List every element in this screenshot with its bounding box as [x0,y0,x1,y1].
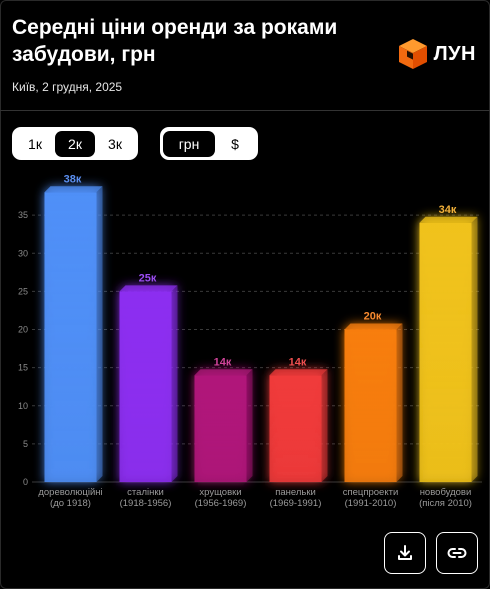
x-tick-label: спецпроекти [343,487,399,498]
link-icon [447,548,467,558]
rooms-toggle: 1к 2к 3к [12,127,138,160]
y-tick-label: 0 [23,477,28,487]
lun-logo: ЛУН [398,38,476,70]
cube-icon [398,39,427,69]
grid-lines [32,214,482,483]
rooms-option-3k[interactable]: 3к [108,135,122,152]
x-tick-label: панельки [275,487,316,498]
y-tick-label: 20 [18,325,28,335]
currency-option-usd[interactable]: $ [231,135,239,152]
data-label: 34к [439,204,457,216]
currency-option-uah[interactable]: грн [163,130,215,157]
x-tick-label: (1918-1956) [120,498,172,509]
header-divider [0,110,490,111]
bar [44,186,103,482]
data-label: 20к [364,311,382,323]
bar [119,285,178,482]
x-tick-label: (до 1918) [50,498,91,509]
x-axis-labels: дореволюційні(до 1918) сталінки(1918-1956… [38,487,472,509]
data-labels: 38к 25к 14к 14к 20к 34к [64,173,457,368]
x-tick-label: (1956-1969) [195,498,247,509]
bar-chart: 0 5 10 15 20 25 30 35 38к 25к 14к 14к 20к 34к дорево… [18,173,482,509]
bar [419,216,478,482]
y-axis-ticks: 0 5 10 15 20 25 30 35 [18,210,28,487]
rooms-option-1k[interactable]: 1к [28,135,42,152]
bars [44,186,478,482]
x-tick-label: сталінки [127,487,164,498]
x-tick-label: (1991-2010) [345,498,397,509]
data-label: 25к [139,272,157,284]
rooms-option-2k[interactable]: 2к [55,130,95,157]
y-tick-label: 25 [18,286,28,296]
y-tick-label: 5 [23,439,28,449]
page-title: Середні ціни оренди за роками забудови, … [12,16,338,66]
download-icon [398,545,412,560]
x-tick-label: новобудови [420,487,472,498]
bar [269,369,328,482]
x-tick-label: (1969-1991) [270,498,322,509]
x-tick-label: дореволюційні [38,487,102,498]
y-tick-label: 30 [18,248,28,258]
y-tick-label: 15 [18,363,28,373]
currency-toggle: грн $ [160,127,258,160]
download-button[interactable] [384,532,426,574]
x-tick-label: хрущовки [199,487,241,498]
bar [194,369,253,482]
y-tick-label: 35 [18,210,28,220]
data-label: 14к [214,356,232,368]
data-label: 38к [64,173,82,185]
data-label: 14к [289,356,307,368]
y-tick-label: 10 [18,401,28,411]
logo-text: ЛУН [433,42,476,65]
bar [344,323,403,482]
x-tick-label: (після 2010) [419,498,472,509]
copy-link-button[interactable] [436,532,478,574]
page-subtitle: Київ, 2 грудня, 2025 [12,80,123,94]
